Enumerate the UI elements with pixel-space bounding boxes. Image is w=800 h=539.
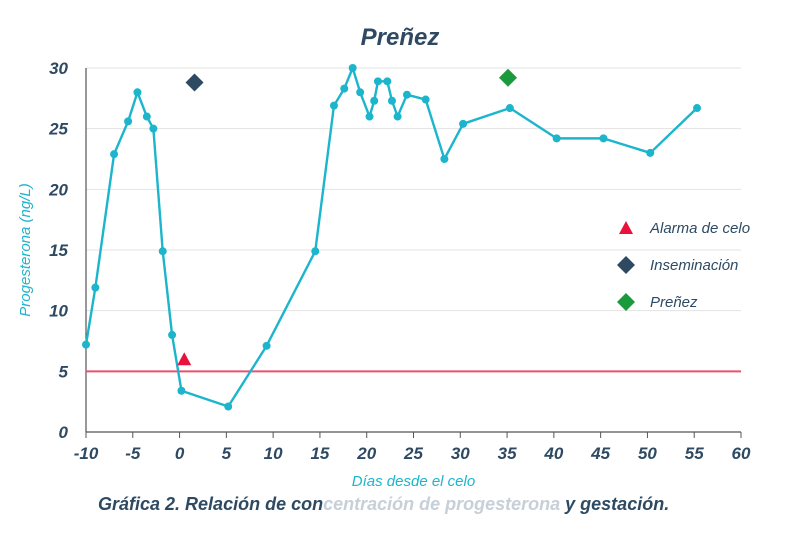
- legend-marker-inseminacion: [617, 256, 635, 274]
- data-point: [329, 101, 338, 110]
- x-tick-label: 35: [498, 444, 517, 463]
- data-point: [110, 150, 119, 159]
- x-tick-label: 50: [638, 444, 657, 463]
- x-tick-label: 5: [222, 444, 232, 463]
- caption-part-3: y gestación.: [560, 494, 670, 514]
- data-point: [421, 95, 430, 104]
- y-tick-label: 15: [49, 241, 68, 260]
- x-axis-title: Días desde el celo: [352, 473, 475, 490]
- data-point: [505, 104, 514, 113]
- marker-prenez: [499, 68, 518, 87]
- y-tick-label: 20: [48, 180, 68, 199]
- legend-marker-alarma-de-celo: [619, 221, 633, 234]
- data-point: [646, 148, 655, 157]
- legend-label-alarma-de-celo: Alarma de celo: [649, 220, 750, 237]
- marker-inseminacion: [185, 73, 204, 92]
- data-point: [82, 340, 90, 349]
- x-tick-label: 40: [543, 444, 563, 463]
- data-point: [383, 77, 392, 86]
- x-tick-label: 20: [356, 444, 376, 463]
- x-tick-label: 55: [685, 444, 704, 463]
- data-point: [373, 77, 382, 86]
- data-point: [91, 283, 100, 292]
- data-point: [402, 90, 411, 99]
- data-point: [224, 402, 233, 411]
- data-point: [311, 247, 320, 256]
- chart-title: Preñez: [360, 24, 440, 51]
- data-point: [142, 112, 151, 121]
- y-tick-label: 0: [59, 423, 69, 442]
- data-point: [552, 134, 561, 143]
- progesterone-series: [82, 64, 702, 411]
- data-point: [177, 386, 186, 395]
- data-point: [133, 88, 142, 97]
- x-tick-label: 25: [403, 444, 423, 463]
- figure-caption: Gráfica 2. Relación de concentración de …: [98, 494, 669, 515]
- x-tick-label: 60: [732, 444, 751, 463]
- caption-part-2: centración de progesterona: [323, 494, 561, 514]
- data-point: [262, 341, 271, 350]
- y-tick-label: 30: [49, 59, 68, 78]
- x-tick-label: 30: [451, 444, 470, 463]
- series-line: [84, 66, 698, 408]
- data-point: [168, 330, 177, 339]
- event-markers: [177, 68, 518, 366]
- data-point: [693, 104, 702, 113]
- data-point: [348, 64, 357, 72]
- y-tick-label: 10: [49, 302, 68, 321]
- data-point: [365, 112, 374, 121]
- data-point: [340, 84, 349, 93]
- data-point: [356, 88, 365, 97]
- data-point: [440, 155, 449, 163]
- data-point: [158, 247, 167, 256]
- x-tick-label: 10: [264, 444, 283, 463]
- axes: [85, 68, 742, 438]
- x-tick-label: 45: [590, 444, 610, 463]
- legend-label-prenez: Preñez: [650, 294, 698, 311]
- y-tick-label: 25: [48, 120, 68, 139]
- grid-lines: [86, 67, 741, 372]
- data-point: [599, 134, 608, 143]
- data-point: [149, 124, 158, 133]
- data-point: [387, 96, 396, 105]
- legend-marker-prenez: [617, 293, 635, 311]
- legend-label-inseminacion: Inseminación: [650, 257, 738, 274]
- axis-labels: 0 5 10 15 20 25 30 -10 -5 0 5 10 15 20 25 30 35 40 45 50 55 6…: [17, 59, 751, 490]
- data-point: [459, 119, 468, 128]
- data-point: [124, 117, 133, 126]
- caption-part-1: Gráfica 2. Relación de con: [98, 494, 324, 514]
- y-axis-title: Progesterona (ng/L): [17, 183, 34, 316]
- marker-alarma-de-celo: [177, 352, 192, 366]
- x-tick-label: -10: [74, 444, 99, 463]
- legend: Alarma de celo Inseminación Preñez: [617, 220, 750, 311]
- x-tick-label: 0: [175, 444, 185, 463]
- data-point: [393, 112, 402, 121]
- x-tick-label: -5: [125, 444, 141, 463]
- y-tick-label: 5: [59, 362, 69, 381]
- data-point: [370, 96, 379, 105]
- x-tick-label: 15: [310, 444, 329, 463]
